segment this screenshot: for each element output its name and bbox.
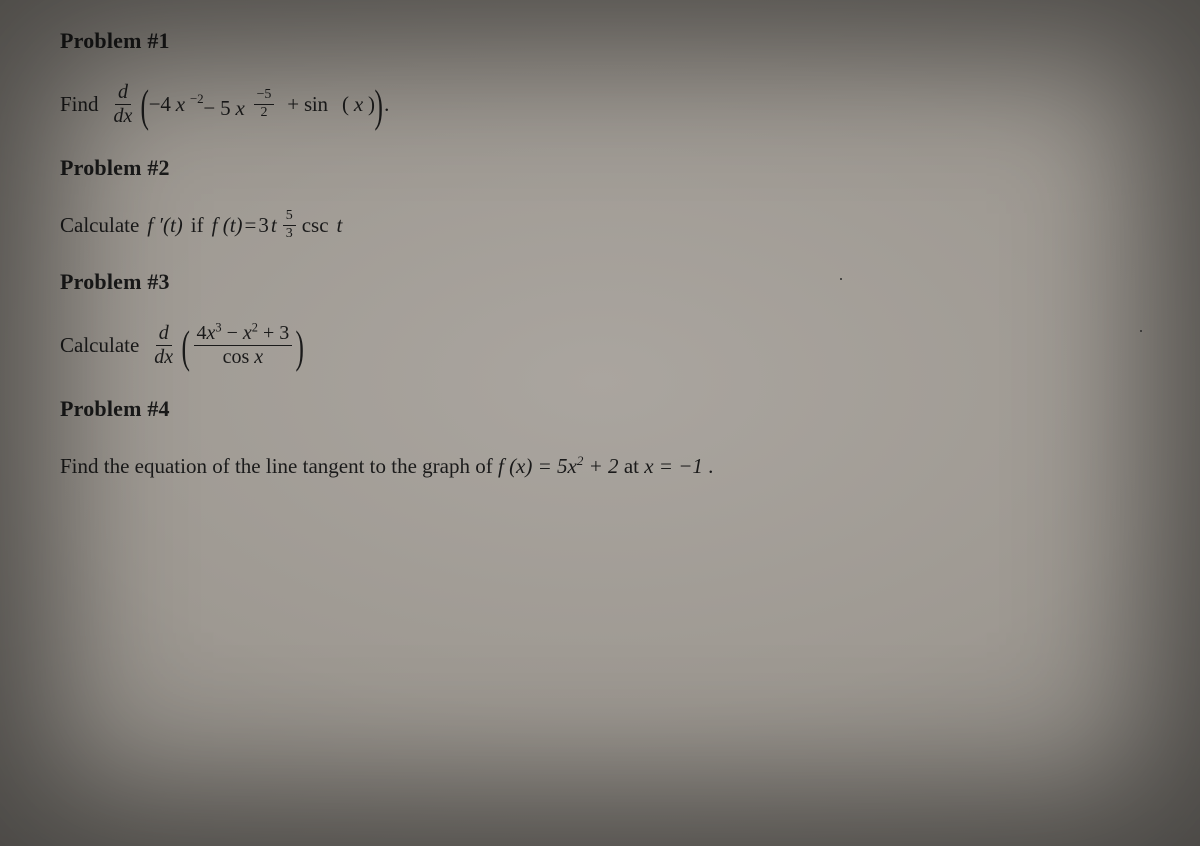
left-paren-small-icon: ( bbox=[342, 92, 349, 116]
d-dx-operator: d dx bbox=[111, 82, 136, 127]
term-3: + sin ( x ) bbox=[278, 92, 375, 117]
d-dx-operator: d dx bbox=[151, 323, 176, 368]
paren-quotient: ( 4x3 − x2 + 3 cos x ) bbox=[182, 323, 303, 368]
function-def: f (x) = 5x2 + 2 bbox=[498, 454, 619, 478]
fraction-exponent: −5 2 bbox=[254, 88, 275, 120]
left-paren-icon: ( bbox=[141, 88, 149, 125]
worksheet-page: Problem #1 Find d dx ( −4 x −2 − 5 x −5 bbox=[0, 0, 1200, 484]
var-t: t bbox=[271, 213, 277, 238]
f-of-t: f (t) bbox=[212, 213, 243, 238]
paren-expression: ( −4 x −2 − 5 x −5 2 bbox=[141, 86, 382, 123]
problem-4-heading: Problem #4 bbox=[60, 396, 1140, 422]
lead-word: Calculate bbox=[60, 213, 139, 238]
right-paren-icon: ) bbox=[374, 88, 382, 125]
quotient-denominator: cos x bbox=[220, 346, 267, 368]
period: . bbox=[708, 454, 713, 478]
dust-speck bbox=[1140, 330, 1142, 332]
period: . bbox=[384, 92, 389, 117]
f-prime-t: f ′(t) bbox=[147, 213, 183, 238]
problem-2-heading: Problem #2 bbox=[60, 155, 1140, 181]
problem-1-heading: Problem #1 bbox=[60, 28, 1140, 54]
fraction-exponent: 5 3 bbox=[283, 209, 296, 241]
text-mid: at bbox=[624, 454, 644, 478]
right-paren-icon: ) bbox=[296, 329, 304, 366]
text-before: Find the equation of the line tangent to… bbox=[60, 454, 498, 478]
problem-1-expression: Find d dx ( −4 x −2 − 5 x −5 2 bbox=[60, 82, 1140, 127]
problem-2-expression: Calculate f ′(t) if f (t) = 3 t 5 3 csc … bbox=[60, 209, 1140, 241]
term-2: − 5 x −5 2 bbox=[203, 88, 278, 121]
quotient-fraction: 4x3 − x2 + 3 cos x bbox=[194, 323, 293, 368]
quotient-numerator: 4x3 − x2 + 3 bbox=[194, 323, 293, 346]
problem-4-text: Find the equation of the line tangent to… bbox=[60, 450, 1140, 484]
term-1: −4 x −2 bbox=[149, 92, 204, 117]
if-word: if bbox=[191, 213, 204, 238]
lead-word: Calculate bbox=[60, 333, 139, 358]
point: x = −1 bbox=[644, 454, 703, 478]
dust-speck bbox=[840, 278, 842, 280]
problem-3-heading: Problem #3 bbox=[60, 269, 1140, 295]
problem-3-expression: Calculate d dx ( 4x3 − x2 + 3 cos x ) bbox=[60, 323, 1140, 368]
lead-word: Find bbox=[60, 92, 99, 117]
trig-arg-t: t bbox=[337, 213, 343, 238]
left-paren-icon: ( bbox=[182, 329, 190, 366]
csc-fn: csc bbox=[302, 213, 329, 238]
equals-sign: = bbox=[245, 213, 257, 238]
coef-3: 3 bbox=[258, 213, 269, 238]
